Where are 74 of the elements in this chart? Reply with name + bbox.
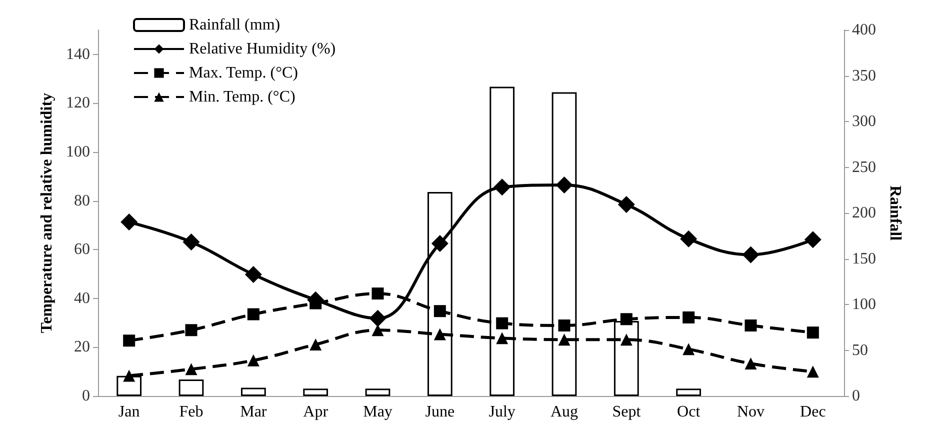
point	[123, 334, 136, 347]
point	[247, 308, 260, 320]
x-tick-label: Aug	[550, 404, 578, 420]
point	[434, 328, 446, 340]
y-tick-label: 0	[82, 388, 90, 404]
legend-label: Min. Temp. (°C)	[189, 88, 296, 106]
point	[120, 214, 138, 231]
y2-tick-label: 50	[852, 342, 868, 359]
x-tick-label: May	[363, 404, 392, 420]
y-tick-label: 60	[74, 241, 90, 258]
bar	[365, 388, 390, 396]
y-tick-label: 40	[74, 290, 90, 307]
point	[558, 319, 570, 332]
point	[431, 235, 448, 252]
point	[185, 363, 198, 376]
point	[556, 176, 573, 194]
x-tick-label: Mar	[240, 404, 268, 420]
point	[369, 310, 386, 327]
y2-tick-label: 200	[852, 204, 876, 222]
point	[372, 324, 384, 336]
point	[744, 358, 757, 370]
point	[806, 326, 819, 339]
y-tick-label: 20	[74, 338, 90, 356]
point	[620, 313, 632, 326]
legend-label: Rainfall (mm)	[189, 16, 280, 34]
point	[806, 366, 819, 378]
x-tick-label: Sept	[612, 404, 642, 420]
legend-label: Relative Humidity (%)	[189, 40, 336, 58]
y2-axis-title: Rainfall	[886, 185, 904, 242]
x-tick-label: Apr	[303, 404, 329, 420]
x-tick-label: June	[425, 404, 455, 420]
point	[804, 231, 822, 248]
x-tick-label: Jan	[118, 404, 140, 420]
x-tick-label: Dec	[800, 404, 826, 420]
bar	[676, 388, 702, 396]
point	[185, 324, 198, 336]
y2-tick-label: 100	[852, 296, 876, 313]
point	[310, 338, 322, 351]
point	[558, 334, 570, 346]
y-tick-label: 100	[66, 144, 90, 160]
point	[494, 178, 511, 196]
point	[372, 288, 384, 300]
y2-tick-label: 350	[852, 67, 876, 84]
point	[123, 370, 136, 382]
point	[618, 196, 635, 213]
legend-label: Max. Temp. (°C)	[189, 64, 298, 82]
point	[244, 266, 262, 283]
y2-tick-label: 300	[852, 113, 876, 130]
point	[620, 334, 632, 346]
y-tick-label: 80	[74, 192, 90, 210]
x-tick-label: Nov	[736, 404, 765, 420]
bar	[178, 380, 204, 396]
point	[682, 343, 695, 356]
point	[744, 319, 757, 332]
x-tick-label: Oct	[677, 404, 701, 420]
x-tick-label: July	[488, 404, 516, 420]
y2-tick-label: 400	[852, 22, 876, 38]
point	[682, 311, 695, 324]
point	[182, 234, 200, 251]
point	[496, 317, 508, 330]
x-tick-label: Feb	[179, 404, 204, 420]
point	[680, 230, 698, 248]
y-axis-title: Temperature and relative humidity	[38, 92, 56, 334]
y2-tick-label: 150	[852, 250, 876, 268]
bar	[240, 388, 266, 396]
y-tick-label: 140	[66, 46, 90, 63]
bar	[303, 388, 328, 396]
y-tick-label: 120	[66, 94, 90, 112]
point	[434, 305, 446, 318]
point	[496, 332, 508, 344]
y2-tick-label: 250	[852, 158, 876, 176]
point	[742, 246, 760, 264]
y2-tick-label: 0	[852, 388, 860, 404]
point	[247, 354, 260, 366]
